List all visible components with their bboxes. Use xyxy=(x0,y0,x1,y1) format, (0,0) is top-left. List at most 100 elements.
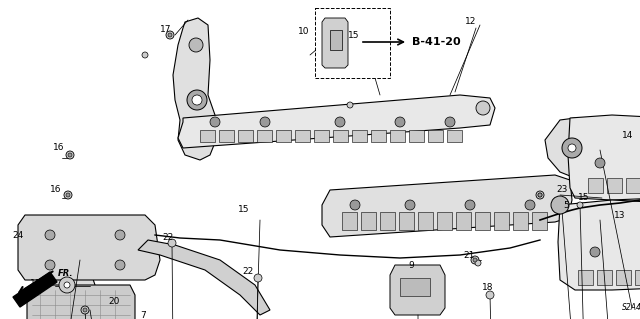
Text: 24: 24 xyxy=(12,231,23,240)
Text: 15: 15 xyxy=(578,194,589,203)
Bar xyxy=(428,130,443,142)
Text: 5: 5 xyxy=(563,201,569,210)
Circle shape xyxy=(577,202,583,208)
Bar xyxy=(200,130,215,142)
Bar xyxy=(578,270,593,285)
Text: 14: 14 xyxy=(622,130,634,139)
Circle shape xyxy=(81,306,89,314)
Text: 23: 23 xyxy=(556,186,568,195)
Polygon shape xyxy=(322,175,572,237)
Circle shape xyxy=(562,138,582,158)
Bar xyxy=(399,212,414,230)
Circle shape xyxy=(260,117,270,127)
Text: 16: 16 xyxy=(50,186,61,195)
Text: S2A4-B4021A: S2A4-B4021A xyxy=(622,303,640,312)
Circle shape xyxy=(335,117,345,127)
Bar xyxy=(616,270,631,285)
Polygon shape xyxy=(27,285,135,319)
Text: 11: 11 xyxy=(30,278,42,287)
Bar xyxy=(475,212,490,230)
Circle shape xyxy=(405,200,415,210)
Bar xyxy=(380,212,395,230)
Circle shape xyxy=(166,31,174,39)
Circle shape xyxy=(64,282,70,288)
Circle shape xyxy=(115,260,125,270)
Text: B-41-20: B-41-20 xyxy=(412,37,461,47)
Circle shape xyxy=(115,230,125,240)
Text: 17: 17 xyxy=(160,26,172,34)
Bar xyxy=(330,30,342,50)
Text: 12: 12 xyxy=(465,18,476,26)
Circle shape xyxy=(189,38,203,52)
Circle shape xyxy=(347,102,353,108)
Bar xyxy=(588,178,603,193)
Text: 9: 9 xyxy=(408,261,413,270)
Bar xyxy=(371,130,386,142)
Bar xyxy=(361,212,376,230)
Bar xyxy=(257,130,272,142)
Polygon shape xyxy=(138,240,270,315)
Circle shape xyxy=(83,308,87,312)
Text: 22: 22 xyxy=(162,234,173,242)
Circle shape xyxy=(66,151,74,159)
Text: 10: 10 xyxy=(298,27,310,36)
Circle shape xyxy=(395,117,405,127)
Bar xyxy=(409,130,424,142)
Circle shape xyxy=(525,200,535,210)
Text: 20: 20 xyxy=(108,298,120,307)
Polygon shape xyxy=(545,118,590,178)
Circle shape xyxy=(350,200,360,210)
Circle shape xyxy=(555,200,565,210)
Text: FR.: FR. xyxy=(58,269,74,278)
Bar xyxy=(456,212,471,230)
Circle shape xyxy=(551,196,569,214)
Circle shape xyxy=(471,256,479,264)
Bar xyxy=(333,130,348,142)
Polygon shape xyxy=(173,18,218,160)
Polygon shape xyxy=(390,265,445,315)
Polygon shape xyxy=(178,95,495,148)
Circle shape xyxy=(475,260,481,266)
Bar xyxy=(513,212,528,230)
Polygon shape xyxy=(40,270,95,300)
Circle shape xyxy=(473,258,477,262)
Circle shape xyxy=(59,277,75,293)
Text: 21: 21 xyxy=(463,250,474,259)
Bar xyxy=(437,212,452,230)
Bar xyxy=(626,178,640,193)
Circle shape xyxy=(187,90,207,110)
Text: 7: 7 xyxy=(140,310,146,319)
Bar xyxy=(597,270,612,285)
Text: 16: 16 xyxy=(53,144,65,152)
Circle shape xyxy=(568,144,576,152)
Bar xyxy=(352,130,367,142)
Polygon shape xyxy=(322,18,348,68)
Circle shape xyxy=(445,117,455,127)
Bar xyxy=(447,130,462,142)
Text: 16: 16 xyxy=(93,318,104,319)
Bar xyxy=(635,270,640,285)
Text: 18: 18 xyxy=(482,284,493,293)
Polygon shape xyxy=(13,272,57,307)
Text: 22: 22 xyxy=(242,268,253,277)
Bar xyxy=(342,212,357,230)
Circle shape xyxy=(536,191,544,199)
Polygon shape xyxy=(558,200,640,290)
Text: 15: 15 xyxy=(238,205,250,214)
Circle shape xyxy=(45,260,55,270)
Text: 13: 13 xyxy=(614,211,625,219)
Polygon shape xyxy=(568,115,640,200)
Circle shape xyxy=(64,191,72,199)
Circle shape xyxy=(590,247,600,257)
Bar xyxy=(219,130,234,142)
Circle shape xyxy=(192,95,202,105)
Bar xyxy=(276,130,291,142)
Circle shape xyxy=(168,239,176,247)
Bar xyxy=(314,130,329,142)
Bar xyxy=(390,130,405,142)
Bar xyxy=(607,178,622,193)
Bar xyxy=(295,130,310,142)
Circle shape xyxy=(465,200,475,210)
Circle shape xyxy=(486,291,494,299)
Bar xyxy=(532,212,547,230)
